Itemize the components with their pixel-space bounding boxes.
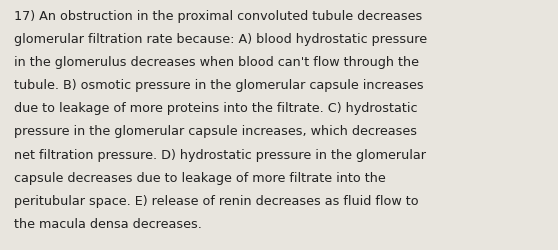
Text: net filtration pressure. D) hydrostatic pressure in the glomerular: net filtration pressure. D) hydrostatic …	[14, 148, 426, 161]
Text: tubule. B) osmotic pressure in the glomerular capsule increases: tubule. B) osmotic pressure in the glome…	[14, 79, 424, 92]
Text: in the glomerulus decreases when blood can't flow through the: in the glomerulus decreases when blood c…	[14, 56, 419, 69]
Text: 17) An obstruction in the proximal convoluted tubule decreases: 17) An obstruction in the proximal convo…	[14, 10, 422, 23]
Text: the macula densa decreases.: the macula densa decreases.	[14, 217, 202, 230]
Text: pressure in the glomerular capsule increases, which decreases: pressure in the glomerular capsule incre…	[14, 125, 417, 138]
Text: peritubular space. E) release of renin decreases as fluid flow to: peritubular space. E) release of renin d…	[14, 194, 418, 207]
Text: glomerular filtration rate because: A) blood hydrostatic pressure: glomerular filtration rate because: A) b…	[14, 33, 427, 46]
Text: due to leakage of more proteins into the filtrate. C) hydrostatic: due to leakage of more proteins into the…	[14, 102, 417, 115]
Text: capsule decreases due to leakage of more filtrate into the: capsule decreases due to leakage of more…	[14, 171, 386, 184]
